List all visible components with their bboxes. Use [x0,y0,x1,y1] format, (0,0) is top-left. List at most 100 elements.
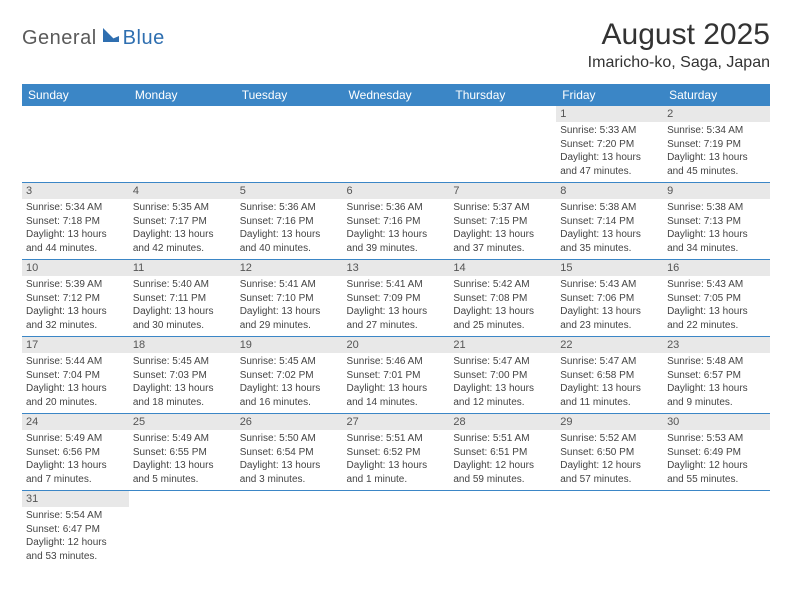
day-details: Sunrise: 5:50 AMSunset: 6:54 PMDaylight:… [236,430,343,490]
daylight-text-2: and 57 minutes. [560,473,659,487]
day-number: 27 [343,414,450,430]
calendar-cell: 5Sunrise: 5:36 AMSunset: 7:16 PMDaylight… [236,183,343,260]
daylight-text-2: and 23 minutes. [560,319,659,333]
calendar-cell: 19Sunrise: 5:45 AMSunset: 7:02 PMDayligh… [236,337,343,414]
col-wednesday: Wednesday [343,84,450,106]
day-number: 9 [663,183,770,199]
sunrise-text: Sunrise: 5:51 AM [453,432,552,446]
calendar-cell [129,106,236,183]
day-details: Sunrise: 5:49 AMSunset: 6:56 PMDaylight:… [22,430,129,490]
daylight-text-1: Daylight: 13 hours [667,382,766,396]
calendar-cell: 9Sunrise: 5:38 AMSunset: 7:13 PMDaylight… [663,183,770,260]
daylight-text-2: and 11 minutes. [560,396,659,410]
sunset-text: Sunset: 7:12 PM [26,292,125,306]
sunset-text: Sunset: 7:18 PM [26,215,125,229]
daylight-text-1: Daylight: 13 hours [667,228,766,242]
sunrise-text: Sunrise: 5:49 AM [26,432,125,446]
calendar-cell: 31Sunrise: 5:54 AMSunset: 6:47 PMDayligh… [22,491,129,568]
sunset-text: Sunset: 7:08 PM [453,292,552,306]
sunrise-text: Sunrise: 5:37 AM [453,201,552,215]
daylight-text-2: and 35 minutes. [560,242,659,256]
daylight-text-1: Daylight: 13 hours [133,228,232,242]
calendar-cell [22,106,129,183]
sunrise-text: Sunrise: 5:50 AM [240,432,339,446]
logo-text-blue: Blue [123,27,165,50]
title-block: August 2025 Imaricho-ko, Saga, Japan [588,18,770,72]
day-number: 15 [556,260,663,276]
sunset-text: Sunset: 7:03 PM [133,369,232,383]
day-details: Sunrise: 5:53 AMSunset: 6:49 PMDaylight:… [663,430,770,490]
day-details: Sunrise: 5:37 AMSunset: 7:15 PMDaylight:… [449,199,556,259]
calendar-cell: 22Sunrise: 5:47 AMSunset: 6:58 PMDayligh… [556,337,663,414]
sunrise-text: Sunrise: 5:34 AM [667,124,766,138]
col-monday: Monday [129,84,236,106]
daylight-text-2: and 47 minutes. [560,165,659,179]
daylight-text-1: Daylight: 12 hours [26,536,125,550]
day-details: Sunrise: 5:54 AMSunset: 6:47 PMDaylight:… [22,507,129,567]
sunrise-text: Sunrise: 5:41 AM [347,278,446,292]
calendar-cell: 27Sunrise: 5:51 AMSunset: 6:52 PMDayligh… [343,414,450,491]
page-title: August 2025 [588,18,770,52]
col-friday: Friday [556,84,663,106]
daylight-text-1: Daylight: 13 hours [667,151,766,165]
daylight-text-1: Daylight: 13 hours [240,228,339,242]
calendar-cell: 3Sunrise: 5:34 AMSunset: 7:18 PMDaylight… [22,183,129,260]
sunset-text: Sunset: 7:20 PM [560,138,659,152]
calendar-cell: 15Sunrise: 5:43 AMSunset: 7:06 PMDayligh… [556,260,663,337]
location-text: Imaricho-ko, Saga, Japan [588,54,770,72]
sunrise-text: Sunrise: 5:47 AM [560,355,659,369]
day-number: 20 [343,337,450,353]
calendar-header-row: Sunday Monday Tuesday Wednesday Thursday… [22,84,770,106]
day-details: Sunrise: 5:43 AMSunset: 7:06 PMDaylight:… [556,276,663,336]
day-number: 5 [236,183,343,199]
sunrise-text: Sunrise: 5:46 AM [347,355,446,369]
daylight-text-2: and 20 minutes. [26,396,125,410]
day-number: 22 [556,337,663,353]
calendar-cell: 8Sunrise: 5:38 AMSunset: 7:14 PMDaylight… [556,183,663,260]
sunrise-text: Sunrise: 5:44 AM [26,355,125,369]
sunrise-text: Sunrise: 5:36 AM [240,201,339,215]
daylight-text-2: and 22 minutes. [667,319,766,333]
calendar-cell: 12Sunrise: 5:41 AMSunset: 7:10 PMDayligh… [236,260,343,337]
daylight-text-2: and 55 minutes. [667,473,766,487]
day-number: 16 [663,260,770,276]
sunrise-text: Sunrise: 5:35 AM [133,201,232,215]
calendar-week-row: 3Sunrise: 5:34 AMSunset: 7:18 PMDaylight… [22,183,770,260]
day-details: Sunrise: 5:34 AMSunset: 7:19 PMDaylight:… [663,122,770,182]
calendar-cell: 6Sunrise: 5:36 AMSunset: 7:16 PMDaylight… [343,183,450,260]
daylight-text-2: and 3 minutes. [240,473,339,487]
calendar-cell: 1Sunrise: 5:33 AMSunset: 7:20 PMDaylight… [556,106,663,183]
sunset-text: Sunset: 7:19 PM [667,138,766,152]
daylight-text-1: Daylight: 13 hours [453,228,552,242]
calendar-cell: 25Sunrise: 5:49 AMSunset: 6:55 PMDayligh… [129,414,236,491]
logo-text-general: General [22,27,97,50]
daylight-text-2: and 14 minutes. [347,396,446,410]
day-number: 31 [22,491,129,507]
day-details: Sunrise: 5:38 AMSunset: 7:13 PMDaylight:… [663,199,770,259]
daylight-text-2: and 7 minutes. [26,473,125,487]
sail-icon [101,26,121,44]
calendar-week-row: 17Sunrise: 5:44 AMSunset: 7:04 PMDayligh… [22,337,770,414]
sunset-text: Sunset: 7:01 PM [347,369,446,383]
col-saturday: Saturday [663,84,770,106]
daylight-text-1: Daylight: 13 hours [347,459,446,473]
day-details: Sunrise: 5:45 AMSunset: 7:03 PMDaylight:… [129,353,236,413]
calendar-cell: 13Sunrise: 5:41 AMSunset: 7:09 PMDayligh… [343,260,450,337]
sunset-text: Sunset: 7:15 PM [453,215,552,229]
day-details: Sunrise: 5:40 AMSunset: 7:11 PMDaylight:… [129,276,236,336]
day-details: Sunrise: 5:52 AMSunset: 6:50 PMDaylight:… [556,430,663,490]
calendar-body: 1Sunrise: 5:33 AMSunset: 7:20 PMDaylight… [22,106,770,567]
day-number: 12 [236,260,343,276]
daylight-text-2: and 45 minutes. [667,165,766,179]
sunrise-text: Sunrise: 5:45 AM [133,355,232,369]
day-number: 18 [129,337,236,353]
day-number: 17 [22,337,129,353]
calendar-cell: 26Sunrise: 5:50 AMSunset: 6:54 PMDayligh… [236,414,343,491]
sunrise-text: Sunrise: 5:43 AM [560,278,659,292]
daylight-text-1: Daylight: 13 hours [240,459,339,473]
sunrise-text: Sunrise: 5:38 AM [560,201,659,215]
day-number: 3 [22,183,129,199]
daylight-text-2: and 1 minute. [347,473,446,487]
daylight-text-2: and 53 minutes. [26,550,125,564]
calendar-cell: 4Sunrise: 5:35 AMSunset: 7:17 PMDaylight… [129,183,236,260]
